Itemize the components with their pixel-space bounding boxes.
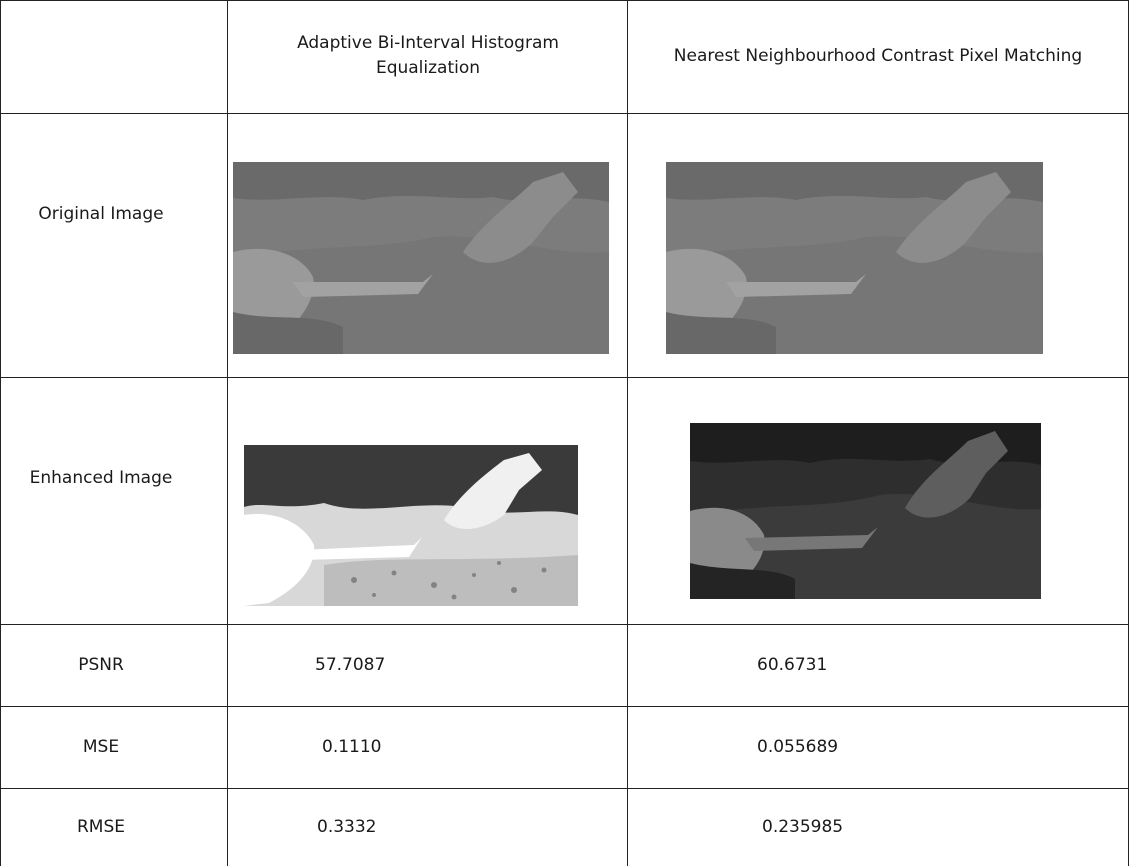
- rmse-value-nncpm: 0.235985: [762, 817, 844, 838]
- row-label-original-image: Original Image: [38, 203, 164, 224]
- row-label-psnr: PSNR: [78, 655, 124, 676]
- row-divider-3: [0, 624, 1129, 625]
- mse-value-abihe: 0.1110: [322, 737, 382, 758]
- row-label-mse: MSE: [82, 737, 120, 758]
- giraffe-photo-icon: [690, 423, 1041, 599]
- row-divider-4: [0, 706, 1129, 707]
- row-label-rmse: RMSE: [76, 817, 125, 838]
- row-divider-2: [0, 377, 1129, 378]
- enhanced-image-abihe: [244, 445, 578, 606]
- giraffe-photo-icon: [244, 445, 578, 606]
- original-image-nncpm: [666, 162, 1043, 354]
- header-col-abihe: Adaptive Bi-Interval Histogram Equalizat…: [297, 33, 559, 78]
- psnr-value-abihe: 57.7087: [315, 655, 386, 676]
- row-divider-1: [0, 113, 1129, 114]
- table-divider-1: [227, 0, 228, 866]
- table-divider-2: [627, 0, 628, 866]
- table-border-left: [0, 0, 1, 866]
- header-corner: [1, 1, 227, 113]
- table-border-top: [0, 0, 1129, 1]
- enhanced-image-nncpm: [690, 423, 1041, 599]
- original-image-abihe: [233, 162, 609, 354]
- row-divider-5: [0, 788, 1129, 789]
- row-label-enhanced-image: Enhanced Image: [29, 467, 173, 488]
- giraffe-photo-icon: [233, 162, 609, 354]
- mse-value-nncpm: 0.055689: [757, 737, 839, 758]
- rmse-value-abihe: 0.3332: [317, 817, 377, 838]
- header-col-nncpm: Nearest Neighbourhood Contrast Pixel Mat…: [673, 45, 1083, 66]
- giraffe-photo-icon: [666, 162, 1043, 354]
- psnr-value-nncpm: 60.6731: [757, 655, 828, 676]
